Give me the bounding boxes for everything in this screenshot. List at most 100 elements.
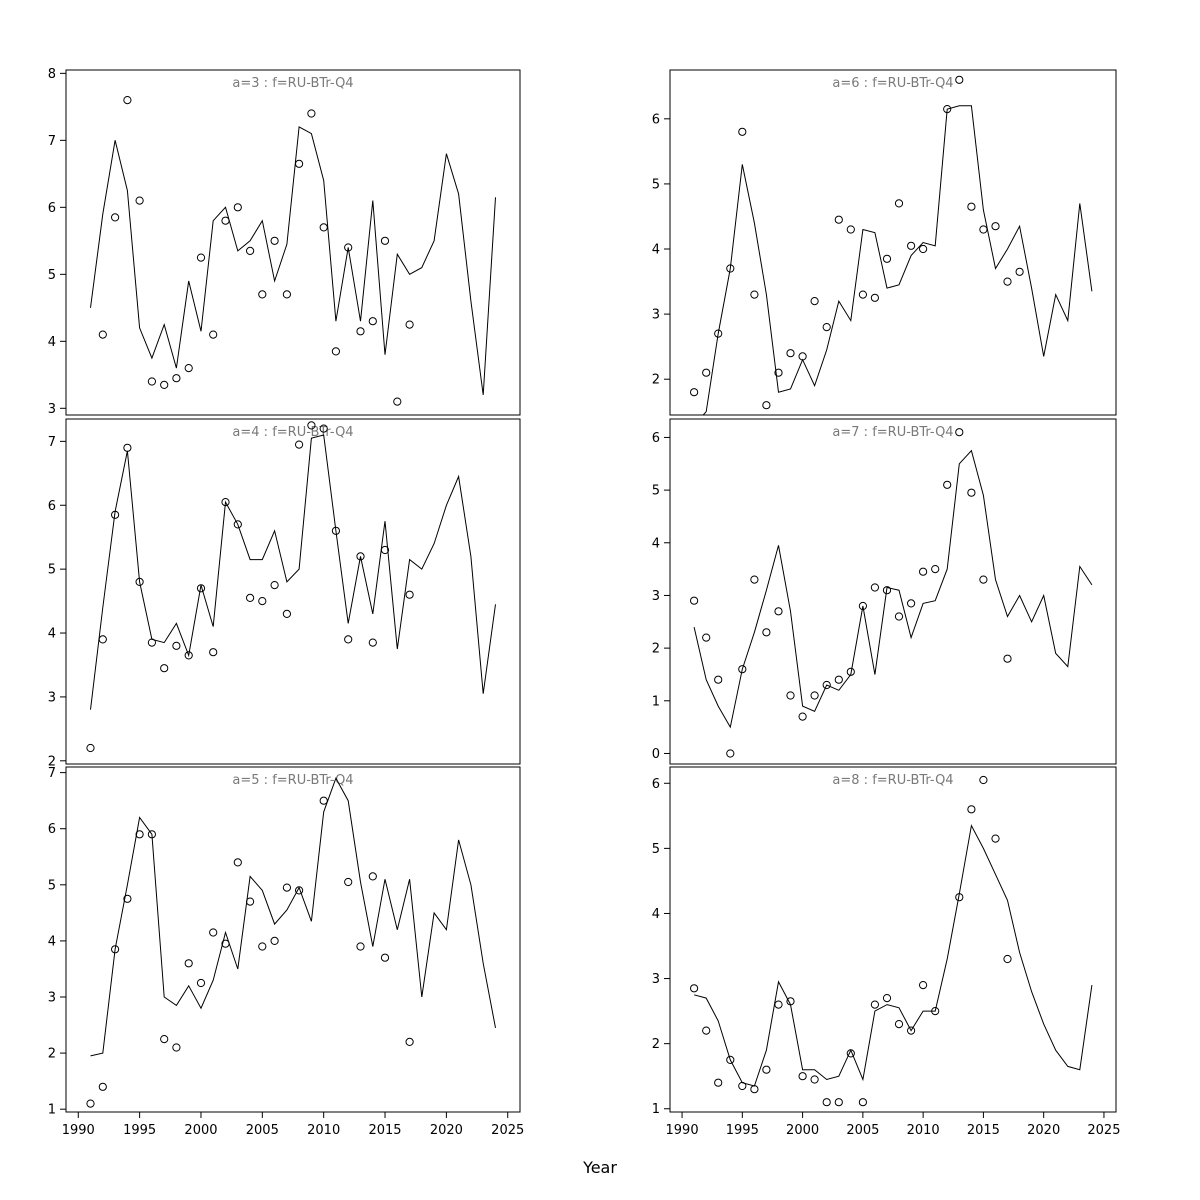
y-tick-label: 2 xyxy=(48,1047,56,1062)
observation-point xyxy=(282,290,291,299)
observation-point xyxy=(368,317,377,326)
y-tick-label: 2 xyxy=(652,642,660,657)
observation-point xyxy=(111,945,120,954)
observation-point xyxy=(98,635,107,644)
observation-point xyxy=(786,349,795,358)
observation-point xyxy=(786,997,795,1006)
observation-point xyxy=(368,638,377,647)
observation-point xyxy=(955,75,964,84)
observation-point xyxy=(209,648,218,657)
plot-frame xyxy=(669,69,1117,416)
observation-point xyxy=(931,565,940,574)
x-tick-label: 1995 xyxy=(726,1123,759,1138)
observation-point xyxy=(690,388,699,397)
observation-point xyxy=(858,290,868,299)
observation-point xyxy=(344,635,353,644)
observation-point xyxy=(786,691,795,700)
observation-point xyxy=(894,199,904,208)
observation-point xyxy=(931,1007,940,1016)
observations-points xyxy=(86,796,414,1108)
observation-point xyxy=(919,567,928,576)
observation-point xyxy=(822,1098,831,1107)
observation-point xyxy=(967,202,976,211)
observation-point xyxy=(160,380,169,389)
observation-point xyxy=(135,830,144,839)
y-axis: 2 3 4 5 6 7 xyxy=(48,435,66,769)
observation-point xyxy=(846,225,855,234)
panel-title: a=6 : f=RU-BTr-Q4 xyxy=(832,76,953,91)
observation-point xyxy=(750,575,759,584)
panel-a8: a=8 : f=RU-BTr-Q4 1 2 3 4 5 6 1990 1995 2000 2005 2… xyxy=(652,766,1120,1138)
observation-point xyxy=(246,246,255,255)
y-tick-label: 0 xyxy=(652,747,660,762)
y-tick-label: 3 xyxy=(652,972,660,987)
panel-title: a=7 : f=RU-BTr-Q4 xyxy=(832,425,953,440)
plot-frame xyxy=(65,69,521,416)
y-axis: 2 3 4 5 6 xyxy=(652,112,670,388)
panel-a6: a=6 : f=RU-BTr-Q4 2 3 4 5 6 xyxy=(652,69,1117,416)
y-tick-label: 8 xyxy=(48,67,56,82)
observation-point xyxy=(331,526,340,535)
observation-point xyxy=(979,775,988,785)
observation-point xyxy=(714,675,723,684)
x-axis: 1990 1995 2000 2005 2010 2015 2020 2025 xyxy=(666,1112,1120,1138)
observation-point xyxy=(798,712,807,721)
observation-point xyxy=(319,796,328,805)
observation-point xyxy=(810,691,819,700)
x-tick-label: 2025 xyxy=(491,1123,524,1138)
y-tick-label: 3 xyxy=(48,690,56,705)
observation-point xyxy=(762,1065,771,1074)
x-tick-label: 2015 xyxy=(368,1123,401,1138)
observation-point xyxy=(810,297,819,306)
observation-point xyxy=(282,609,291,619)
observation-point xyxy=(738,665,747,674)
observation-point xyxy=(356,942,365,951)
observation-point xyxy=(690,984,699,993)
observation-point xyxy=(405,1037,414,1047)
fitted-line-series xyxy=(90,126,496,395)
observation-point xyxy=(822,323,831,332)
fitted-line-series xyxy=(90,434,496,710)
observation-point xyxy=(702,1026,711,1035)
observation-point xyxy=(810,1075,819,1084)
y-tick-label: 5 xyxy=(652,484,660,499)
observation-point xyxy=(714,1078,723,1087)
observation-point xyxy=(774,607,783,616)
observations-points xyxy=(86,421,414,753)
observation-point xyxy=(123,96,132,105)
observation-point xyxy=(233,520,242,529)
panel-title: a=4 : f=RU-BTr-Q4 xyxy=(232,425,353,440)
observation-point xyxy=(98,1082,107,1091)
observation-point xyxy=(295,886,304,895)
y-axis: 1 2 3 4 5 6 7 xyxy=(48,766,66,1118)
fitted-line-series xyxy=(693,824,1093,1087)
observation-point xyxy=(86,1099,95,1108)
y-tick-label: 6 xyxy=(48,499,56,514)
observation-point xyxy=(750,290,759,299)
observation-point xyxy=(798,352,807,361)
observation-point xyxy=(870,583,880,592)
y-axis: 1 2 3 4 5 6 xyxy=(652,777,670,1117)
y-tick-label: 7 xyxy=(48,435,56,450)
observation-point xyxy=(209,330,218,339)
panel-title: a=8 : f=RU-BTr-Q4 xyxy=(832,773,953,788)
observation-point xyxy=(870,1000,880,1009)
y-tick-label: 6 xyxy=(48,822,56,837)
observation-point xyxy=(98,330,107,339)
y-tick-label: 2 xyxy=(652,373,660,388)
y-tick-label: 5 xyxy=(48,878,56,893)
observation-point xyxy=(738,127,747,136)
x-axis-title: Year xyxy=(583,1158,617,1177)
observation-point xyxy=(919,981,928,990)
observation-point xyxy=(738,1081,747,1091)
x-tick-label: 2005 xyxy=(246,1123,279,1138)
observation-point xyxy=(907,599,916,608)
observation-point xyxy=(135,196,144,205)
observation-point xyxy=(380,953,390,962)
observation-point xyxy=(1003,654,1012,663)
observation-point xyxy=(834,675,843,684)
observation-point xyxy=(894,1020,904,1029)
observation-point xyxy=(882,994,892,1003)
observation-point xyxy=(123,443,132,452)
panel-a7: a=7 : f=RU-BTr-Q4 0 1 2 3 4 5 6 xyxy=(652,418,1117,765)
